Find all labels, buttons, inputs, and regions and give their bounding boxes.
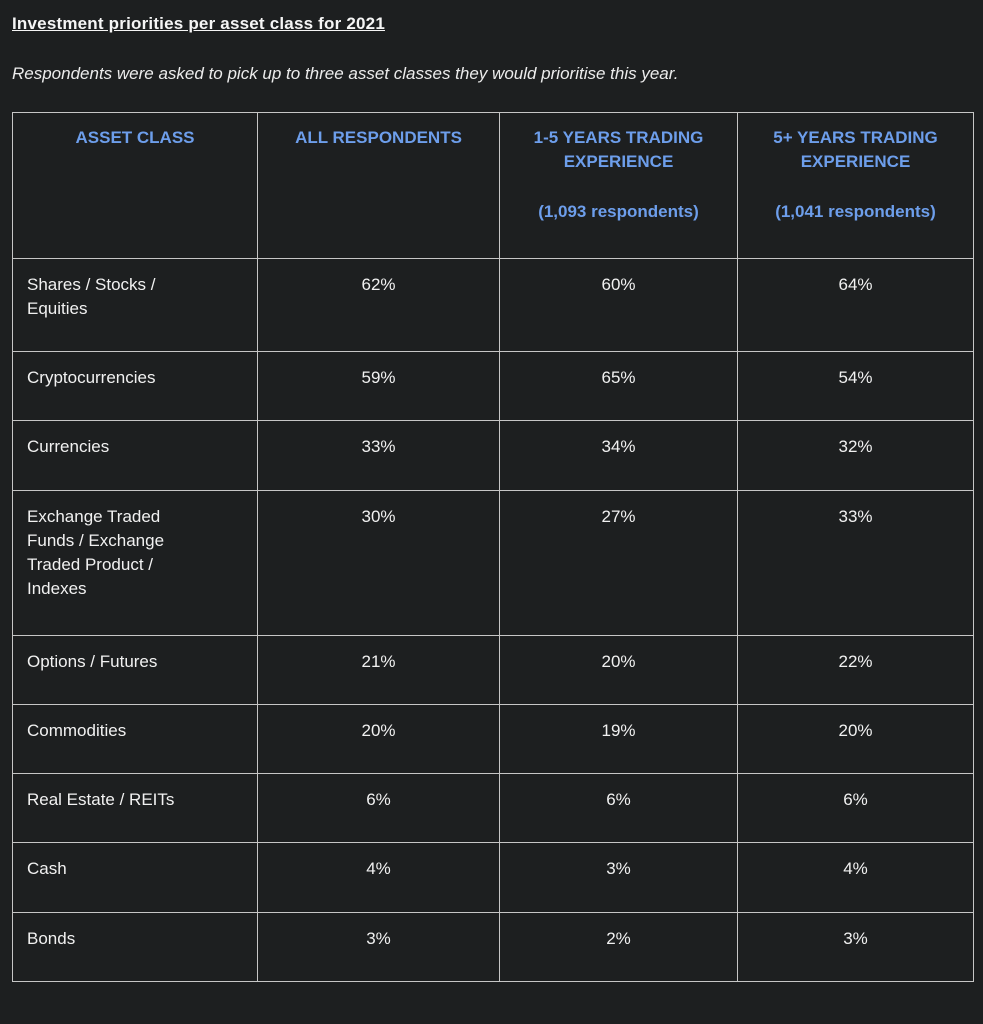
asset-name-cell: Exchange Traded Funds / Exchange Traded … bbox=[12, 489, 258, 636]
all-respondents-cell: 6% bbox=[257, 773, 500, 844]
exp-5-plus-cell: 64% bbox=[737, 257, 974, 353]
header-1-5-years-count: (1,093 respondents) bbox=[538, 202, 699, 222]
all-respondents-cell: 4% bbox=[257, 842, 500, 913]
header-1-5-years-label: 1-5 YEARS TRADING EXPERIENCE bbox=[533, 128, 704, 172]
header-5-plus-years-label: 5+ YEARS TRADING EXPERIENCE bbox=[773, 128, 938, 172]
exp-1-5-cell: 60% bbox=[499, 257, 738, 353]
header-5-plus-years: 5+ YEARS TRADING EXPERIENCE (1,041 respo… bbox=[737, 112, 974, 259]
asset-name-cell: Currencies bbox=[12, 420, 258, 491]
header-all-respondents-label: ALL RESPONDENTS bbox=[295, 128, 462, 147]
all-respondents-cell: 21% bbox=[257, 634, 500, 706]
exp-1-5-cell: 27% bbox=[499, 489, 738, 636]
exp-5-plus-cell: 22% bbox=[737, 634, 974, 706]
exp-1-5-cell: 65% bbox=[499, 351, 738, 422]
page: Investment priorities per asset class fo… bbox=[12, 14, 974, 982]
exp-1-5-cell: 3% bbox=[499, 842, 738, 913]
page-title: Investment priorities per asset class fo… bbox=[12, 14, 385, 33]
table-row: Bonds 3% 2% 3% bbox=[12, 911, 974, 982]
all-respondents-cell: 3% bbox=[257, 911, 500, 982]
asset-priority-table: ASSET CLASS ALL RESPONDENTS 1-5 YEARS TR… bbox=[12, 112, 974, 982]
header-all-respondents: ALL RESPONDENTS bbox=[257, 112, 500, 259]
table-row: Cryptocurrencies 59% 65% 54% bbox=[12, 351, 974, 422]
table-row: Cash 4% 3% 4% bbox=[12, 842, 974, 913]
all-respondents-cell: 20% bbox=[257, 704, 500, 775]
exp-1-5-cell: 2% bbox=[499, 911, 738, 982]
asset-name-cell: Cash bbox=[12, 842, 258, 913]
exp-5-plus-cell: 20% bbox=[737, 704, 974, 775]
all-respondents-cell: 33% bbox=[257, 420, 500, 491]
header-asset-class: ASSET CLASS bbox=[12, 112, 258, 259]
all-respondents-cell: 59% bbox=[257, 351, 500, 422]
table-header-row: ASSET CLASS ALL RESPONDENTS 1-5 YEARS TR… bbox=[12, 112, 974, 259]
exp-1-5-cell: 20% bbox=[499, 634, 738, 706]
asset-name-cell: Options / Futures bbox=[12, 634, 258, 706]
exp-1-5-cell: 34% bbox=[499, 420, 738, 491]
exp-5-plus-cell: 33% bbox=[737, 489, 974, 636]
asset-name-cell: Real Estate / REITs bbox=[12, 773, 258, 844]
asset-name-cell: Commodities bbox=[12, 704, 258, 775]
asset-name-cell: Shares / Stocks / Equities bbox=[12, 257, 258, 353]
exp-1-5-cell: 19% bbox=[499, 704, 738, 775]
header-5-plus-years-count: (1,041 respondents) bbox=[775, 202, 936, 222]
table-row: Shares / Stocks / Equities 62% 60% 64% bbox=[12, 257, 974, 353]
exp-5-plus-cell: 3% bbox=[737, 911, 974, 982]
all-respondents-cell: 30% bbox=[257, 489, 500, 636]
all-respondents-cell: 62% bbox=[257, 257, 500, 353]
header-1-5-years: 1-5 YEARS TRADING EXPERIENCE (1,093 resp… bbox=[499, 112, 738, 259]
page-subtitle: Respondents were asked to pick up to thr… bbox=[12, 64, 679, 83]
exp-5-plus-cell: 54% bbox=[737, 351, 974, 422]
asset-name-cell: Cryptocurrencies bbox=[12, 351, 258, 422]
table-row: Commodities 20% 19% 20% bbox=[12, 704, 974, 775]
exp-5-plus-cell: 32% bbox=[737, 420, 974, 491]
table-row: Exchange Traded Funds / Exchange Traded … bbox=[12, 489, 974, 636]
exp-5-plus-cell: 6% bbox=[737, 773, 974, 844]
table-row: Real Estate / REITs 6% 6% 6% bbox=[12, 773, 974, 844]
asset-name-cell: Bonds bbox=[12, 911, 258, 982]
table-row: Currencies 33% 34% 32% bbox=[12, 420, 974, 491]
exp-1-5-cell: 6% bbox=[499, 773, 738, 844]
table-row: Options / Futures 21% 20% 22% bbox=[12, 634, 974, 706]
exp-5-plus-cell: 4% bbox=[737, 842, 974, 913]
header-asset-class-label: ASSET CLASS bbox=[75, 128, 195, 147]
